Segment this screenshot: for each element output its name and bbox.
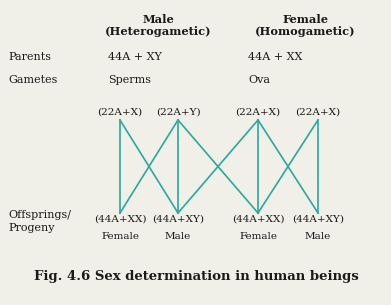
Text: (22A+X): (22A+X): [235, 108, 281, 117]
Text: (Homogametic): (Homogametic): [255, 26, 355, 37]
Text: Ova: Ova: [248, 75, 270, 85]
Text: (44A+XY): (44A+XY): [152, 215, 204, 224]
Text: Male: Male: [142, 14, 174, 25]
Text: Gametes: Gametes: [8, 75, 57, 85]
Text: Progeny: Progeny: [8, 223, 54, 233]
Text: Male: Male: [165, 232, 191, 241]
Text: Fig. 4.6 Sex determination in human beings: Fig. 4.6 Sex determination in human bein…: [34, 270, 359, 283]
Text: (22A+X): (22A+X): [296, 108, 341, 117]
Text: 44A + XY: 44A + XY: [108, 52, 162, 62]
Text: Parents: Parents: [8, 52, 51, 62]
Text: Offsprings/: Offsprings/: [8, 210, 71, 220]
Text: (44A+XX): (44A+XX): [232, 215, 284, 224]
Text: (44A+XY): (44A+XY): [292, 215, 344, 224]
Text: Female: Female: [239, 232, 277, 241]
Text: (22A+Y): (22A+Y): [156, 108, 200, 117]
Text: (44A+XX): (44A+XX): [94, 215, 146, 224]
Text: 44A + XX: 44A + XX: [248, 52, 302, 62]
Text: (22A+X): (22A+X): [97, 108, 143, 117]
Text: Female: Female: [282, 14, 328, 25]
Text: Male: Male: [305, 232, 331, 241]
Text: Female: Female: [101, 232, 139, 241]
Text: Sperms: Sperms: [108, 75, 151, 85]
Text: (Heterogametic): (Heterogametic): [105, 26, 211, 37]
